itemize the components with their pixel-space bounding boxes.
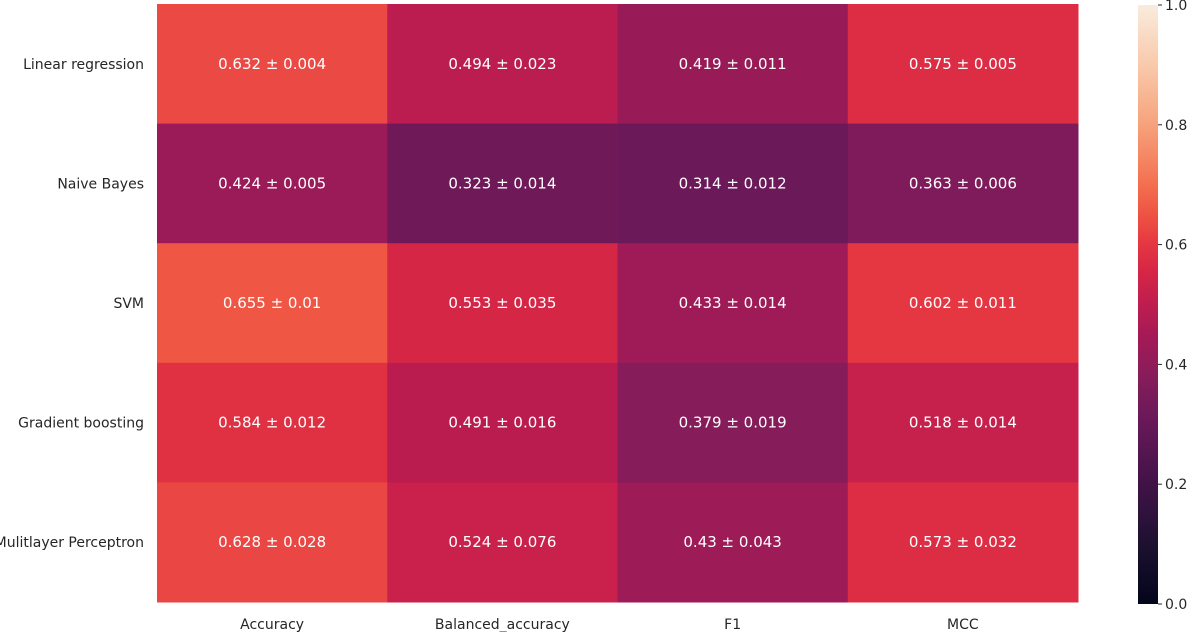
cell-annotation: 0.363 ± 0.006: [909, 174, 1017, 192]
heatmap-cell: [157, 243, 388, 364]
heatmap-cell: [157, 482, 388, 603]
colorbar-tick-label: 1.0: [1165, 0, 1187, 14]
y-tick-label: Naive Bayes: [57, 176, 144, 192]
heatmap-cell: [157, 123, 388, 244]
x-tick-label: MCC: [947, 617, 979, 632]
x-tick-label: F1: [724, 617, 741, 632]
heatmap-cell: [847, 243, 1079, 364]
heatmap-cell: [617, 482, 849, 603]
heatmap-cell: [847, 362, 1079, 483]
cell-annotation: 0.518 ± 0.014: [909, 414, 1017, 432]
heatmap-cell: [387, 243, 618, 364]
cell-annotation: 0.524 ± 0.076: [448, 533, 556, 551]
cell-annotation: 0.43 ± 0.043: [683, 533, 781, 551]
cell-annotation: 0.323 ± 0.014: [448, 174, 556, 192]
cell-annotation: 0.379 ± 0.019: [679, 414, 787, 432]
colorbar-tick-label: 0.2: [1165, 477, 1187, 493]
cell-annotation: 0.602 ± 0.011: [909, 294, 1017, 312]
cell-annotation: 0.655 ± 0.01: [223, 294, 321, 312]
heatmap-cell: [617, 362, 849, 483]
heatmap-cell: [617, 123, 849, 244]
cell-annotation: 0.575 ± 0.005: [909, 55, 1017, 73]
heatmap-cell: [387, 123, 618, 244]
heatmap-cell: [387, 4, 618, 125]
cell-annotation: 0.433 ± 0.014: [679, 294, 787, 312]
colorbar-tick-label: 0.4: [1165, 357, 1187, 373]
colorbar: [1138, 5, 1158, 604]
cell-annotation: 0.424 ± 0.005: [218, 174, 326, 192]
cell-annotation: 0.491 ± 0.016: [448, 414, 556, 432]
heatmap-cell: [847, 482, 1079, 603]
heatmap-cell: [387, 362, 618, 483]
colorbar-tick-label: 0.0: [1165, 597, 1187, 613]
y-tick-label: Mulitlayer Perceptron: [0, 535, 144, 551]
heatmap-cell: [847, 4, 1079, 125]
heatmap-cell: [617, 243, 849, 364]
cell-annotation: 0.314 ± 0.012: [679, 174, 787, 192]
cell-annotation: 0.584 ± 0.012: [218, 414, 326, 432]
heatmap-cell: [157, 362, 388, 483]
cell-annotation: 0.632 ± 0.004: [218, 55, 326, 73]
x-tick-label: Balanced_accuracy: [435, 617, 570, 632]
colorbar-tick-label: 0.6: [1165, 238, 1187, 254]
cell-annotation: 0.494 ± 0.023: [448, 55, 556, 73]
y-tick-label: SVM: [113, 296, 144, 312]
cell-annotation: 0.628 ± 0.028: [218, 533, 326, 551]
heatmap-cell: [617, 4, 849, 125]
cell-annotation: 0.553 ± 0.035: [448, 294, 556, 312]
cell-annotation: 0.419 ± 0.011: [679, 55, 787, 73]
y-tick-label: Linear regression: [23, 57, 144, 73]
heatmap-cell: [847, 123, 1079, 244]
y-tick-label: Gradient boosting: [18, 416, 144, 432]
colorbar-tick-label: 0.8: [1165, 118, 1187, 134]
cell-annotation: 0.573 ± 0.032: [909, 533, 1017, 551]
heatmap-cell: [157, 4, 388, 125]
heatmap-cell: [387, 482, 618, 603]
x-tick-label: Accuracy: [240, 617, 304, 632]
